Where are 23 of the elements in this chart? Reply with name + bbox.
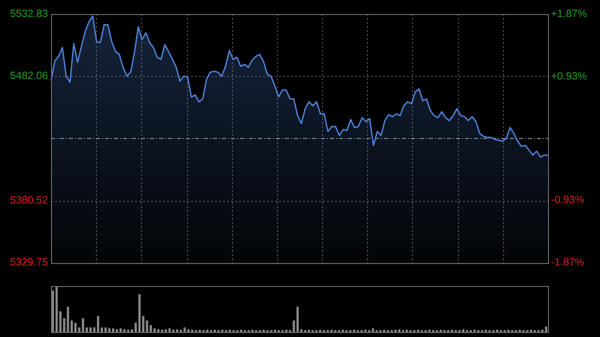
y-tick-label: 5532.83: [10, 8, 48, 20]
y-tick-label: 5482.06: [10, 70, 48, 82]
y-tick-label: 5380.52: [10, 194, 48, 206]
y-tick-label: 5329.75: [10, 256, 48, 269]
bar: [123, 329, 126, 332]
bar: [300, 329, 303, 332]
bar: [56, 286, 58, 332]
bar: [116, 329, 118, 332]
bar: [157, 329, 160, 332]
bar: [82, 318, 84, 332]
y2-tick-label: -0.93%: [551, 194, 584, 206]
y2-tick-label: +0.93%: [551, 70, 587, 82]
bar: [398, 329, 400, 332]
bar: [187, 329, 190, 332]
bar: [120, 328, 122, 332]
bar: [108, 328, 110, 332]
bar: [462, 329, 464, 332]
y2-tick-label: -1.87%: [551, 256, 584, 269]
bar: [112, 328, 114, 332]
bar: [164, 329, 167, 332]
bar: [176, 329, 178, 332]
y2-tick-label: +1.87%: [551, 8, 587, 20]
bar: [184, 327, 186, 332]
